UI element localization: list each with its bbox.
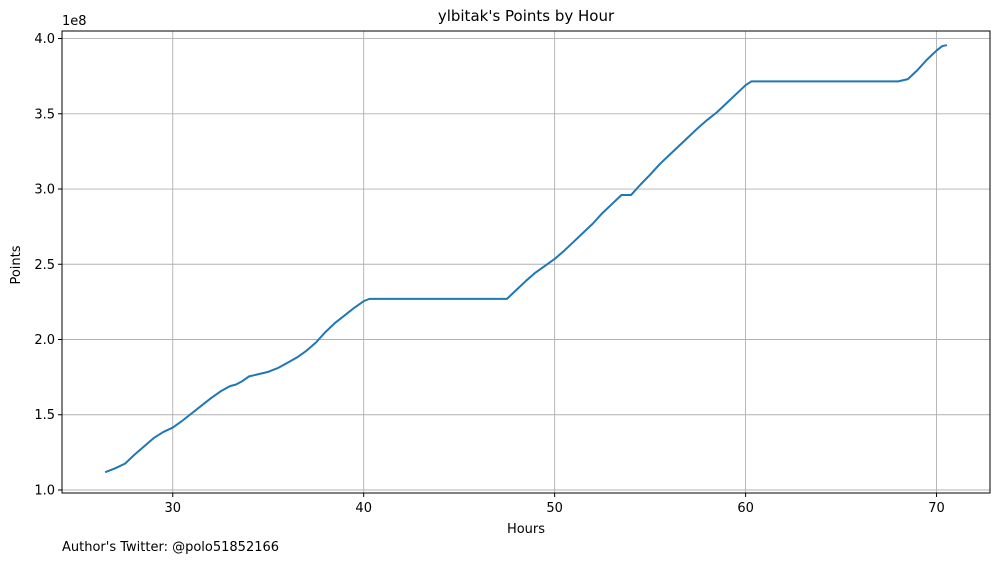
y-tick-label: 3.5: [34, 107, 55, 122]
y-tick-label: 1.0: [34, 483, 55, 498]
line-layer: [104, 44, 948, 473]
y-axis-label: Points: [9, 245, 24, 284]
tick-layer: 30 40 50 60 70 1.0 1.5 2.0 2.5 3.0 3.5 4.0: [34, 32, 944, 516]
x-tick-label: 60: [737, 501, 754, 516]
x-tick-label: 30: [164, 501, 181, 516]
x-axis-label: Hours: [507, 522, 545, 537]
y-tick-label: 1.5: [34, 408, 55, 423]
y-tick-label: 2.5: [34, 258, 55, 273]
y-offset-label: 1e8: [62, 14, 87, 29]
x-tick-label: 70: [928, 501, 945, 516]
chart-title: ylbitak's Points by Hour: [438, 7, 615, 25]
plot-area-frame: [61, 30, 991, 494]
grid-layer: [62, 31, 990, 493]
y-tick-label: 2.0: [34, 333, 55, 348]
series-line-points: [104, 44, 948, 473]
author-twitter-note: Author's Twitter: @polo51852166: [62, 540, 279, 555]
x-tick-label: 50: [546, 501, 563, 516]
y-tick-label: 3.0: [34, 183, 55, 198]
y-tick-label: 4.0: [34, 32, 55, 47]
x-tick-label: 40: [355, 501, 372, 516]
